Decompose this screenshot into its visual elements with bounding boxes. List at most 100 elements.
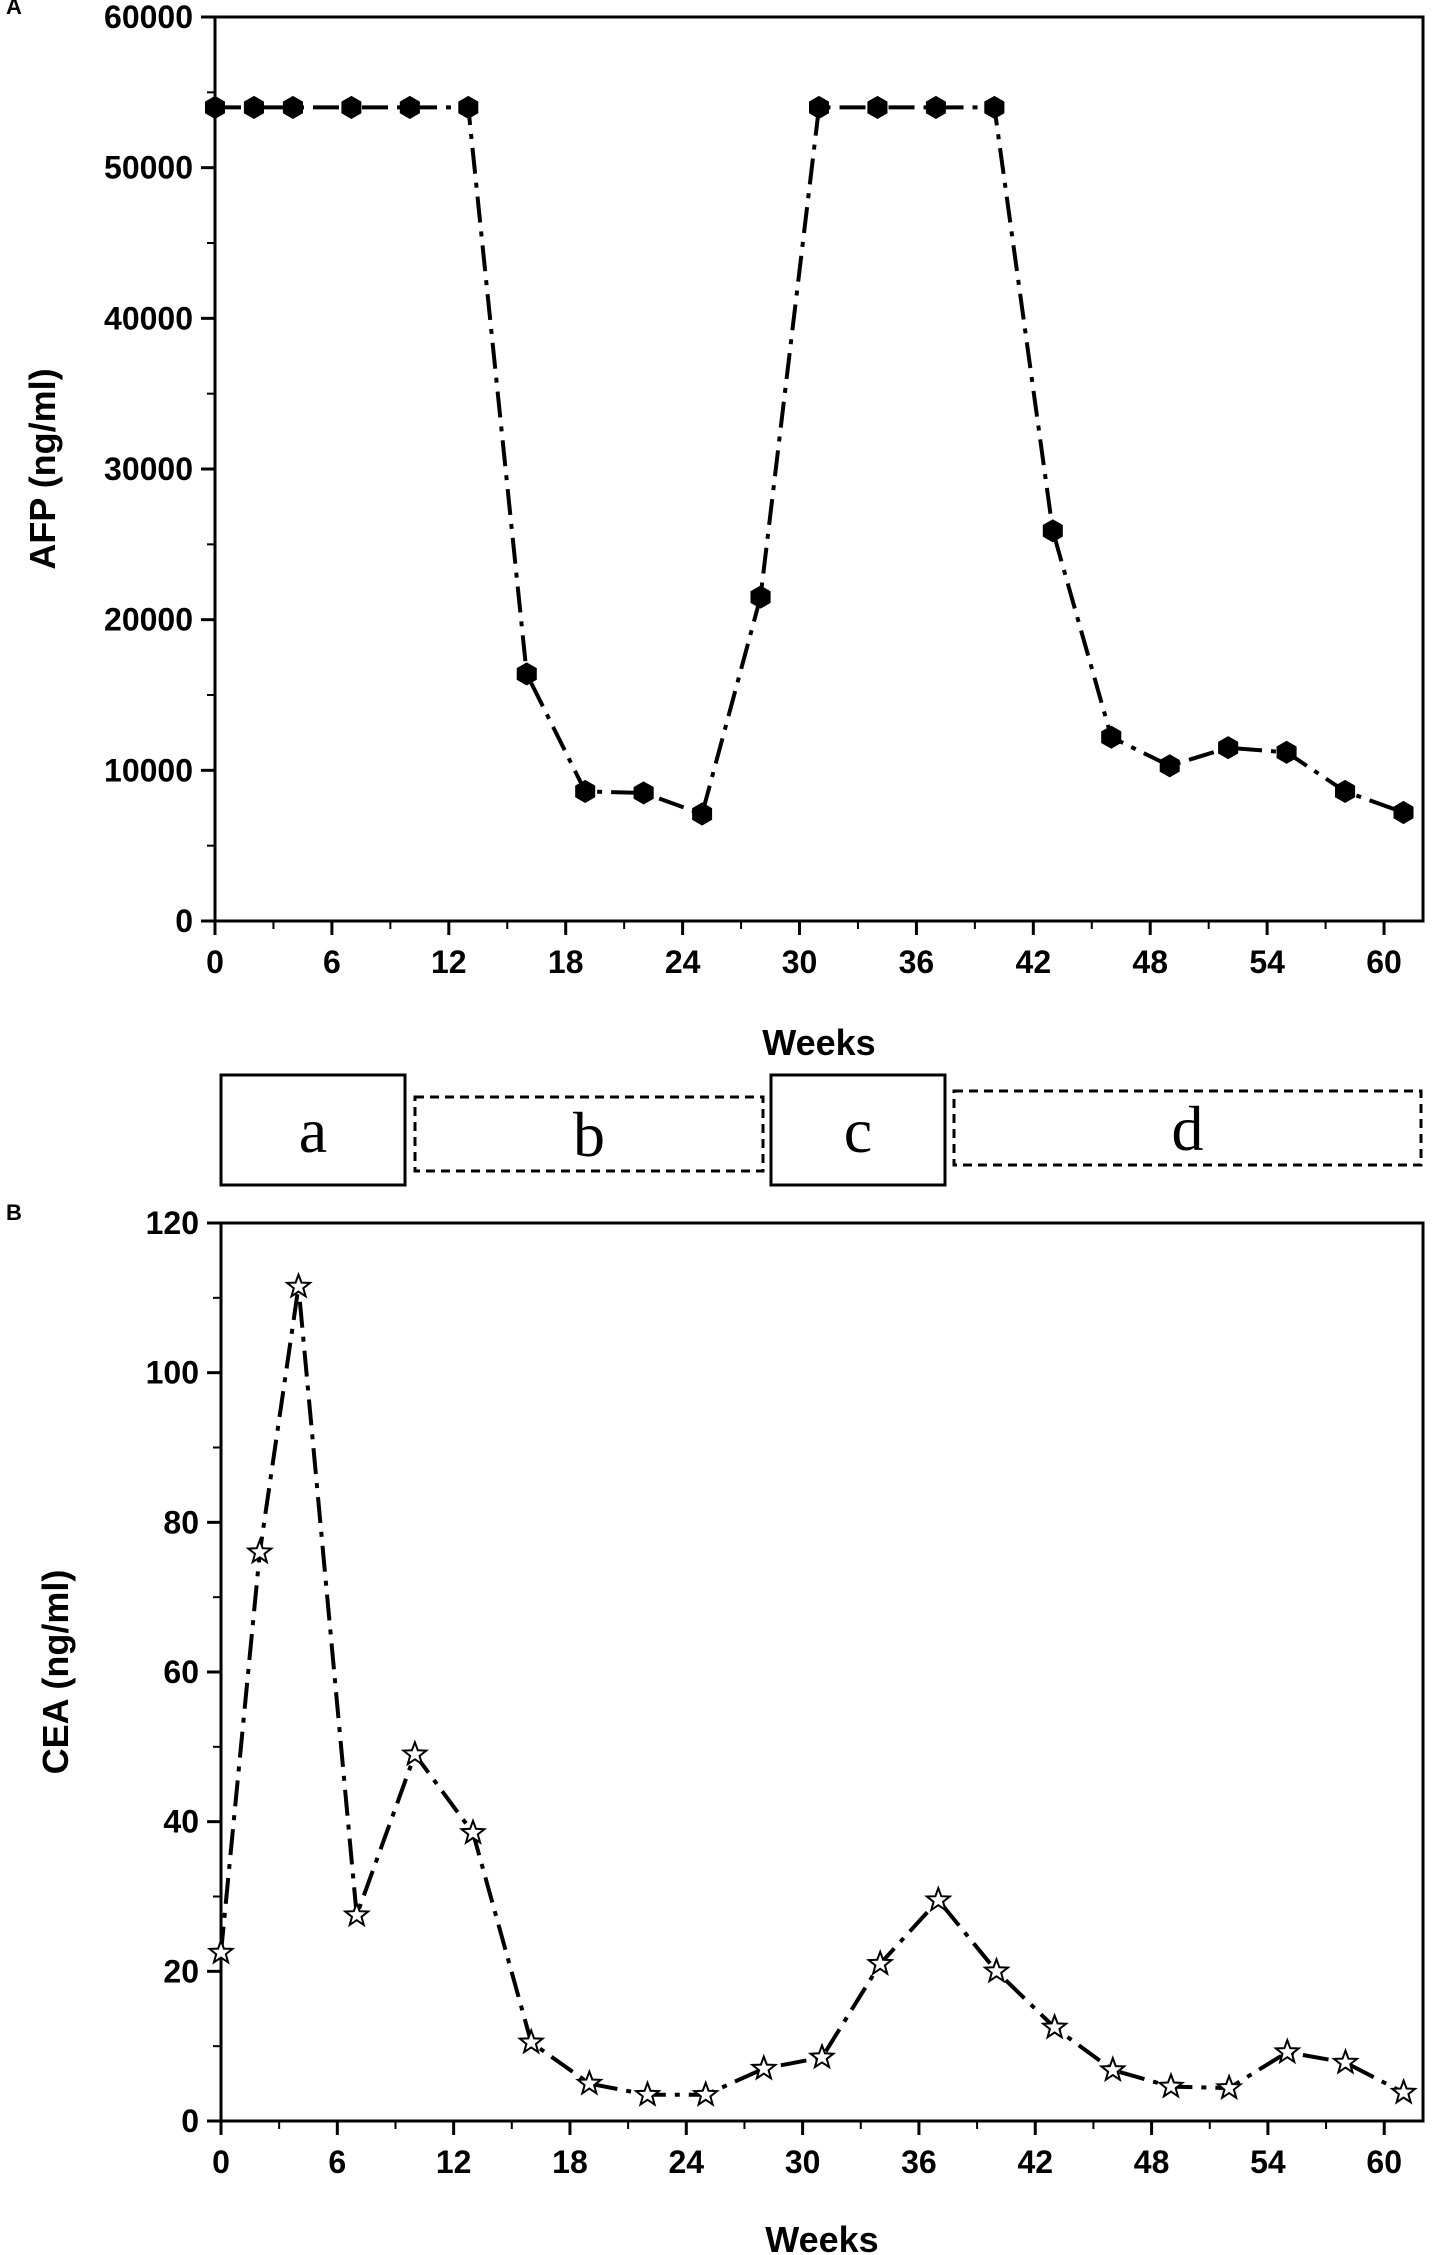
cea-x-tick-label: 60 xyxy=(1366,2144,1402,2180)
cea-data-point xyxy=(1156,2071,1186,2099)
cea-y-tick-label: 40 xyxy=(163,1804,199,1840)
afp-data-point xyxy=(633,781,654,805)
afp-y-tick-label: 30000 xyxy=(104,451,193,487)
afp-data-point xyxy=(458,95,479,119)
afp-data-point xyxy=(809,95,829,119)
afp-data-point xyxy=(867,95,888,119)
cea-data-point xyxy=(865,1948,895,1976)
cea-data-point xyxy=(206,1937,236,1965)
afp-x-tick-label: 60 xyxy=(1366,944,1402,980)
afp-data-point xyxy=(1042,519,1063,543)
afp-data-point xyxy=(282,95,303,119)
afp-x-tick-label: 0 xyxy=(206,944,224,980)
phase-box-c xyxy=(769,1073,947,1187)
cea-x-tick-label: 48 xyxy=(1134,2144,1170,2180)
phase-box-a xyxy=(219,1073,407,1187)
cea-y-tick-label: 100 xyxy=(146,1355,199,1391)
cea-data-point xyxy=(1040,2012,1069,2040)
afp-data-point xyxy=(243,95,264,119)
plot-afp: 0 6 12 18 24 30 36 42 48 54 60 0 10000 20000 30000 4000… xyxy=(22,0,1425,1063)
cea-x-tick-label: 6 xyxy=(328,2144,346,2180)
afp-y-tick-label: 40000 xyxy=(104,300,193,336)
phase-label-b: b xyxy=(573,1099,605,1170)
cea-y-tick-label: 80 xyxy=(163,1504,199,1540)
afp-data-point xyxy=(399,95,420,119)
treatment-phase-boxes: a b c d xyxy=(219,1073,1423,1187)
afp-data-point xyxy=(750,585,771,609)
cea-series-line xyxy=(219,1284,1405,2097)
cea-data-point xyxy=(245,1537,274,1565)
afp-x-tick-label: 48 xyxy=(1132,944,1168,980)
afp-x-tick-label: 6 xyxy=(323,944,341,980)
cea-y-tick-label: 20 xyxy=(163,1953,199,1989)
plot-cea: 0 6 12 18 24 30 36 42 48 54 60 0 20 40 60 80 100 120 Weeks… xyxy=(35,1205,1425,2255)
phase-box-b xyxy=(413,1095,765,1173)
cea-data-point xyxy=(749,2053,779,2081)
cea-data-point xyxy=(982,1956,1011,1984)
afp-data-point xyxy=(575,779,596,803)
cea-data-point xyxy=(458,1818,488,1845)
cea-x-tick-label: 0 xyxy=(212,2144,230,2180)
cea-data-point xyxy=(1331,2047,1360,2075)
afp-x-tick-label: 18 xyxy=(548,944,584,980)
afp-x-tick-label: 54 xyxy=(1249,944,1285,980)
cea-data-point xyxy=(342,1900,371,1928)
cea-x-tick-label: 54 xyxy=(1250,2144,1286,2180)
cea-data-point xyxy=(1389,2077,1418,2105)
afp-data-point xyxy=(205,95,225,119)
afp-x-tick-label: 12 xyxy=(431,944,467,980)
afp-y-tick-label: 60000 xyxy=(104,0,193,35)
cea-data-point xyxy=(924,1885,953,1913)
afp-data-point xyxy=(1276,740,1297,764)
cea-y-tick-label: 120 xyxy=(146,1205,199,1241)
afp-data-point xyxy=(1159,754,1180,778)
panel-label-a: A xyxy=(6,0,22,19)
cea-plot-frame xyxy=(219,1221,1425,2123)
afp-x-tick-label: 42 xyxy=(1016,944,1052,980)
cea-x-tick-label: 18 xyxy=(552,2144,588,2180)
afp-y-tick-label: 20000 xyxy=(104,602,193,638)
afp-data-point xyxy=(341,95,362,119)
cea-x-tick-label: 30 xyxy=(785,2144,821,2180)
afp-y-tick-label: 50000 xyxy=(104,150,193,186)
afp-y-tick-label: 0 xyxy=(175,903,193,939)
cea-data-point xyxy=(807,2042,837,2070)
cea-data-point xyxy=(517,2027,546,2055)
afp-y-tick-label: 10000 xyxy=(104,752,193,788)
afp-x-tick-label: 24 xyxy=(665,944,701,980)
cea-x-tick-label: 24 xyxy=(668,2144,704,2180)
phase-label-a: a xyxy=(299,1095,327,1166)
phase-label-c: c xyxy=(844,1095,872,1166)
afp-data-point xyxy=(692,802,713,826)
afp-y-axis-label: AFP (ng/ml) xyxy=(22,368,63,569)
cea-x-axis-label: Weeks xyxy=(765,2219,878,2255)
afp-data-point xyxy=(1393,800,1414,825)
cea-y-axis-label: CEA (ng/ml) xyxy=(35,1570,76,1775)
cea-x-tick-label: 36 xyxy=(901,2144,937,2180)
cea-data-point xyxy=(1273,2037,1302,2065)
cea-y-tick-label: 60 xyxy=(163,1654,199,1690)
cea-x-tick-label: 42 xyxy=(1017,2144,1053,2180)
afp-x-axis-label: Weeks xyxy=(762,1022,875,1063)
afp-x-tick-label: 30 xyxy=(782,944,818,980)
cea-x-tick-label: 12 xyxy=(436,2144,472,2180)
cea-data-point xyxy=(1214,2073,1244,2101)
cea-data-point xyxy=(633,2079,662,2107)
phase-label-d: d xyxy=(1172,1093,1204,1164)
afp-x-tick-label: 36 xyxy=(899,944,935,980)
cea-data-point xyxy=(691,2079,720,2107)
afp-data-point xyxy=(984,95,1005,119)
phase-box-d xyxy=(952,1089,1423,1167)
afp-data-point xyxy=(516,662,537,686)
afp-series-line xyxy=(215,105,1405,816)
afp-data-point xyxy=(1335,779,1356,803)
afp-data-point xyxy=(925,95,946,119)
afp-data-point xyxy=(1218,736,1239,760)
panel-label-b: B xyxy=(6,1200,22,1225)
afp-data-point xyxy=(1101,725,1122,749)
cea-data-point xyxy=(1098,2055,1127,2083)
cea-data-point xyxy=(400,1739,430,1767)
cea-data-point xyxy=(575,2068,604,2096)
cea-data-point xyxy=(284,1271,313,1299)
